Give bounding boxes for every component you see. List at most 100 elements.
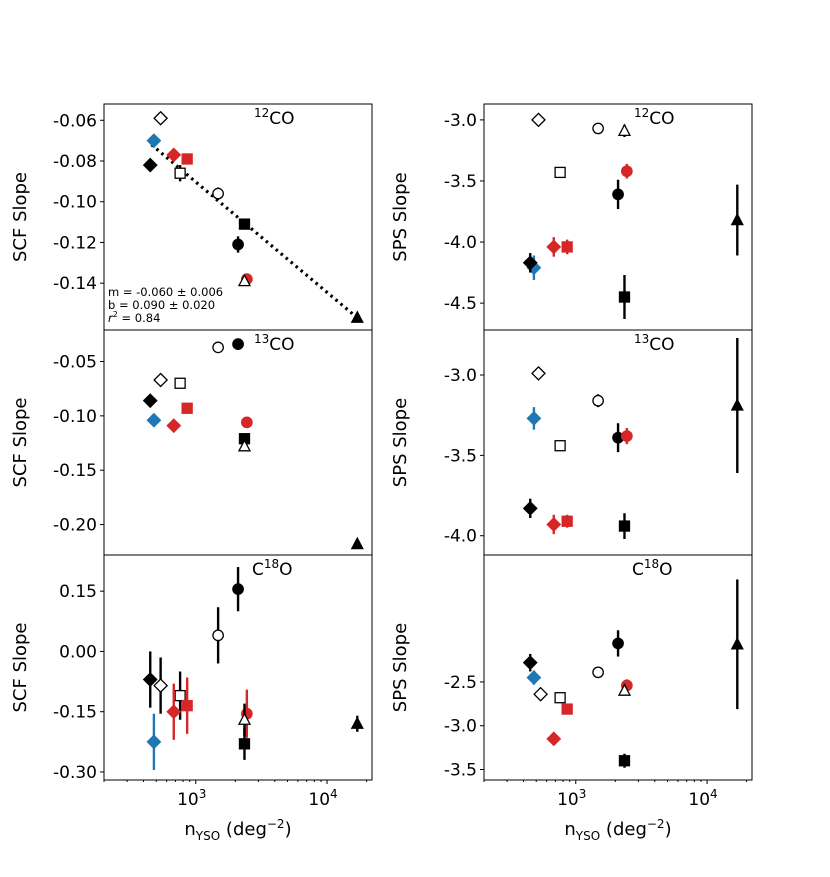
axes-frame [103, 554, 373, 781]
y-tick-label: -2.5 [444, 673, 477, 693]
x-axis-label: nYSO (deg−2) [564, 817, 671, 843]
data-point-triangle [350, 716, 364, 729]
data-point-square [174, 167, 186, 179]
y-tick-label: -3.5 [444, 172, 477, 192]
title-sup: 13 [254, 332, 269, 346]
panel-scf-c18o: 0.15 0.00 -0.15 -0.30 103 104 nYSO (deg−2) SCF … [10, 554, 373, 843]
title-main: CO [269, 109, 294, 129]
data-point-triangle [730, 636, 744, 650]
data-point-diamond [142, 393, 158, 409]
panel-sps-12co: -3.0 -3.5 -4.0 -4.5 SPS Slope 12CO [390, 103, 753, 331]
data-point-square [561, 515, 573, 527]
data-point-square [238, 738, 251, 750]
data-point-triangle [350, 536, 364, 550]
data-point-diamond [522, 500, 538, 516]
y-tick-label: -0.14 [53, 274, 97, 294]
data-point-square [561, 703, 573, 715]
title-sup: 18 [644, 557, 659, 571]
x-tick-exponent: 3 [199, 787, 207, 801]
panel-title: 12CO [634, 106, 675, 129]
y-tick-label: -0.30 [53, 763, 97, 783]
x-label-main: n [564, 819, 575, 840]
y-tick-label: -4.5 [444, 294, 477, 314]
y-tick-label: -0.12 [53, 233, 97, 253]
data-point-triangle [617, 683, 632, 696]
title-sup: 12 [634, 106, 649, 120]
r2-exp: 2 [113, 310, 118, 319]
x-tick-label: 104 [688, 787, 717, 810]
data-point-square [618, 520, 631, 532]
y-tick-label: 0.15 [59, 582, 97, 602]
data-point-square [618, 291, 631, 303]
panel-title: C18O [632, 557, 673, 580]
panel-sps-13co: -3.0 -3.5 -4.0 SPS Slope 13CO [390, 329, 753, 556]
data-point-square [618, 755, 631, 767]
data-point-diamond [142, 157, 158, 173]
data-point-diamond [533, 686, 549, 702]
y-tick-label: -3.5 [444, 446, 477, 466]
data-point-triangle [237, 438, 252, 452]
data-point-square [554, 166, 566, 179]
x-label-unit: (deg [600, 819, 647, 840]
data-point-circle [212, 187, 224, 200]
data-point-triangle [350, 310, 364, 323]
title-sup: 12 [254, 106, 269, 120]
data-point-square [554, 692, 566, 704]
data-point-diamond [166, 147, 182, 163]
data-point-circle [592, 666, 604, 679]
y-tick-label: -0.10 [53, 193, 97, 213]
x-axis-label: nYSO (deg−2) [184, 817, 291, 843]
fit-r2-text: r2 = 0.84 [108, 310, 160, 325]
x-label-close: ) [665, 819, 672, 840]
x-tick-label: 104 [308, 787, 337, 810]
x-label-close: ) [285, 819, 292, 840]
data-point-diamond [531, 365, 546, 381]
data-point-square [174, 377, 186, 389]
title-sup: 13 [634, 332, 649, 346]
title-main: C [632, 560, 644, 580]
data-point-diamond [526, 410, 542, 426]
panel-title: 13CO [634, 332, 675, 355]
data-point-diamond [522, 255, 538, 271]
data-point-diamond [153, 678, 169, 693]
data-point-circle [592, 394, 604, 407]
panel-title: 13CO [254, 332, 295, 355]
y-tick-label: -0.20 [53, 516, 97, 536]
data-point-square [181, 402, 193, 414]
data-point-circle [612, 188, 624, 201]
y-tick-label: -0.10 [53, 407, 97, 427]
data-point-circle [621, 430, 633, 442]
title-main: CO [649, 335, 674, 355]
y-tick-label: -4.0 [444, 233, 477, 253]
x-label-exp: −2 [267, 817, 285, 831]
data-point-diamond [531, 112, 546, 128]
y-tick-label: -0.05 [53, 353, 97, 373]
data-point-square [181, 153, 193, 165]
data-point-square [561, 241, 573, 253]
x-tick-exponent: 3 [579, 787, 587, 801]
data-point-diamond [546, 517, 562, 532]
data-point-diamond [146, 734, 162, 750]
y-axis-label: SPS Slope [390, 398, 411, 487]
y-axis-label: SCF Slope [10, 622, 31, 712]
y-tick-label: -0.15 [53, 461, 97, 481]
panel-title: 12CO [254, 106, 295, 129]
data-point-circle [212, 629, 224, 642]
data-point-diamond [166, 418, 182, 434]
data-point-diamond [526, 670, 542, 685]
title-main: C [252, 560, 264, 580]
data-point-triangle [237, 712, 252, 725]
data-point-square [554, 440, 566, 452]
data-point-diamond [522, 655, 538, 671]
y-tick-label: -0.08 [53, 152, 97, 172]
title-tail: O [659, 560, 672, 580]
data-point-triangle [237, 273, 252, 287]
data-point-circle [241, 416, 253, 429]
x-label-unit: (deg [220, 819, 267, 840]
y-axis-label: SPS Slope [390, 172, 411, 261]
data-point-square [174, 689, 186, 702]
y-tick-label: -3.0 [444, 717, 477, 737]
axes-frame [103, 329, 373, 556]
x-tick-exponent: 4 [330, 787, 338, 801]
y-tick-label: -0.06 [53, 111, 97, 131]
